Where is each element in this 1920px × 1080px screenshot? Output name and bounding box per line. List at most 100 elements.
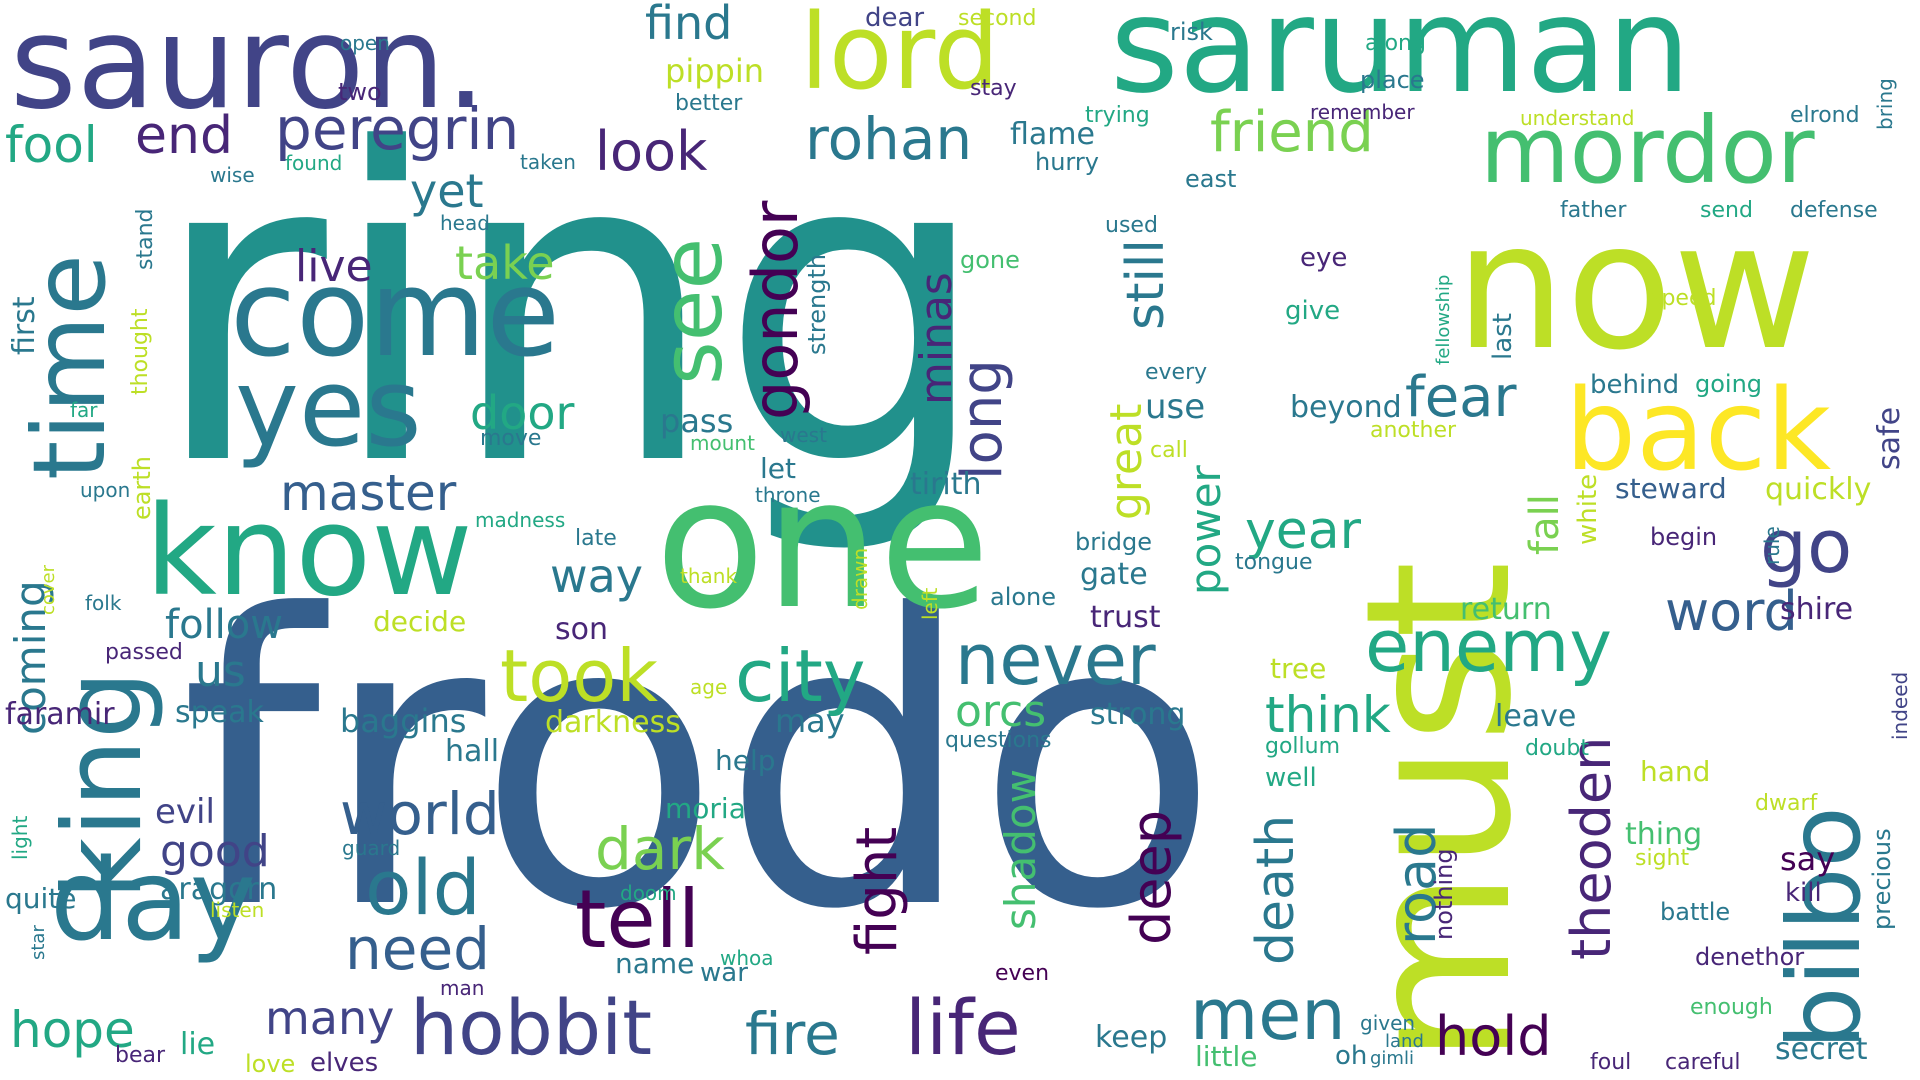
word-little: little xyxy=(1195,1040,1258,1073)
word-flame: flame xyxy=(1010,117,1095,152)
word-far: far xyxy=(70,398,98,422)
word-east: east xyxy=(1185,165,1237,193)
word-frodo: frodo xyxy=(180,532,1220,997)
word-decide: decide xyxy=(373,605,467,638)
word-orcs: orcs xyxy=(955,686,1047,737)
word-return: return xyxy=(1460,592,1552,627)
word-peregrin: peregrin xyxy=(275,95,520,163)
word-elrond: elrond xyxy=(1790,103,1860,128)
word-power: power xyxy=(1181,465,1230,595)
word-speed: speed xyxy=(1650,286,1717,311)
word-shire: shire xyxy=(1780,592,1854,627)
word-quickly: quickly xyxy=(1765,472,1872,507)
word-rohan: rohan xyxy=(805,105,973,173)
word-earth: earth xyxy=(128,456,156,520)
word-word: word xyxy=(1665,580,1798,643)
word-even: even xyxy=(995,961,1050,986)
word-second: second xyxy=(958,6,1037,31)
word-fire: fire xyxy=(745,1000,840,1068)
word-doubt: doubt xyxy=(1525,736,1589,761)
word-give: give xyxy=(1285,296,1341,326)
word-son: son xyxy=(555,612,608,647)
word-drawn: drawn xyxy=(848,547,872,610)
word-men: men xyxy=(1190,974,1346,1056)
word-let: let xyxy=(760,452,796,485)
word-need: need xyxy=(345,915,490,983)
word-world: world xyxy=(340,780,500,848)
word-minas: minas xyxy=(911,272,962,405)
word-faramir: faramir xyxy=(5,697,115,732)
word-open: open xyxy=(340,31,390,55)
word-old: old xyxy=(365,843,481,932)
word-mordor: mordor xyxy=(1480,97,1815,204)
word-behind: behind xyxy=(1590,370,1680,400)
word-come: come xyxy=(230,245,561,384)
word-passed: passed xyxy=(105,640,183,665)
word-throne: throne xyxy=(755,483,821,507)
word-indeed: indeed xyxy=(1888,671,1912,740)
word-careful: careful xyxy=(1665,1050,1741,1075)
word-cover: cover xyxy=(38,564,59,615)
word-fool: fool xyxy=(5,116,98,174)
word-moria: moria xyxy=(665,792,746,825)
word-stay: stay xyxy=(970,76,1017,101)
word-way: way xyxy=(550,549,644,603)
word-mount: mount xyxy=(690,431,755,455)
word-star: star xyxy=(28,925,49,960)
word-sight: sight xyxy=(1635,846,1690,871)
word-tree: tree xyxy=(1270,652,1327,685)
word-bridge: bridge xyxy=(1075,528,1153,556)
word-back: back xyxy=(1565,366,1832,496)
word-now: now xyxy=(1455,186,1817,389)
word-begin: begin xyxy=(1650,523,1718,551)
word-speak: speak xyxy=(175,695,264,730)
word-name: name xyxy=(615,947,695,980)
word-strength: strength xyxy=(803,253,831,355)
word-war: war xyxy=(700,958,748,988)
word-lie: lie xyxy=(180,1027,216,1062)
word-find: find xyxy=(645,0,733,50)
word-left: left xyxy=(918,587,942,620)
word-used: used xyxy=(1105,213,1158,238)
word-light: light xyxy=(8,815,32,860)
word-long: long xyxy=(950,359,1015,480)
word-strong: strong xyxy=(1090,697,1186,732)
word-fight: fight xyxy=(845,826,910,955)
word-one: one xyxy=(655,440,990,649)
word-well: well xyxy=(1265,763,1317,793)
word-kill: kill xyxy=(1785,878,1822,908)
word-going: going xyxy=(1695,370,1763,398)
word-follow: follow xyxy=(165,602,283,648)
word-given: given xyxy=(1360,1011,1416,1035)
word-see: see xyxy=(643,237,741,385)
word-denethor: denethor xyxy=(1695,943,1805,971)
word-dark: dark xyxy=(595,815,725,883)
word-baggins: baggins xyxy=(340,702,467,740)
word-live: live xyxy=(295,241,373,292)
word-along: along xyxy=(1365,31,1426,56)
word-nothing: nothing xyxy=(1430,848,1458,940)
word-secret: secret xyxy=(1775,1032,1868,1067)
word-gondor: gondor xyxy=(739,200,812,420)
word-think: think xyxy=(1265,686,1391,744)
word-pippin: pippin xyxy=(665,52,764,90)
word-use: use xyxy=(1145,387,1206,427)
word-say: say xyxy=(1780,840,1836,878)
word-risk: risk xyxy=(1170,18,1213,46)
word-keep: keep xyxy=(1095,1020,1168,1055)
word-door: door xyxy=(470,386,575,440)
word-late: late xyxy=(575,526,617,551)
word-look: look xyxy=(595,120,708,183)
word-sauron: sauron. xyxy=(10,0,487,138)
word-move: move xyxy=(480,426,542,451)
word-fellowship: fellowship xyxy=(1433,274,1454,365)
word-aragorn: aragorn xyxy=(160,872,278,907)
word-enough: enough xyxy=(1690,995,1773,1020)
word-us: us xyxy=(195,646,246,697)
word-folk: folk xyxy=(85,591,122,615)
word-hall: hall xyxy=(445,734,500,769)
word-great: great xyxy=(1101,403,1152,520)
word-hope: hope xyxy=(10,1001,135,1059)
word-ring: ring xyxy=(150,60,992,560)
